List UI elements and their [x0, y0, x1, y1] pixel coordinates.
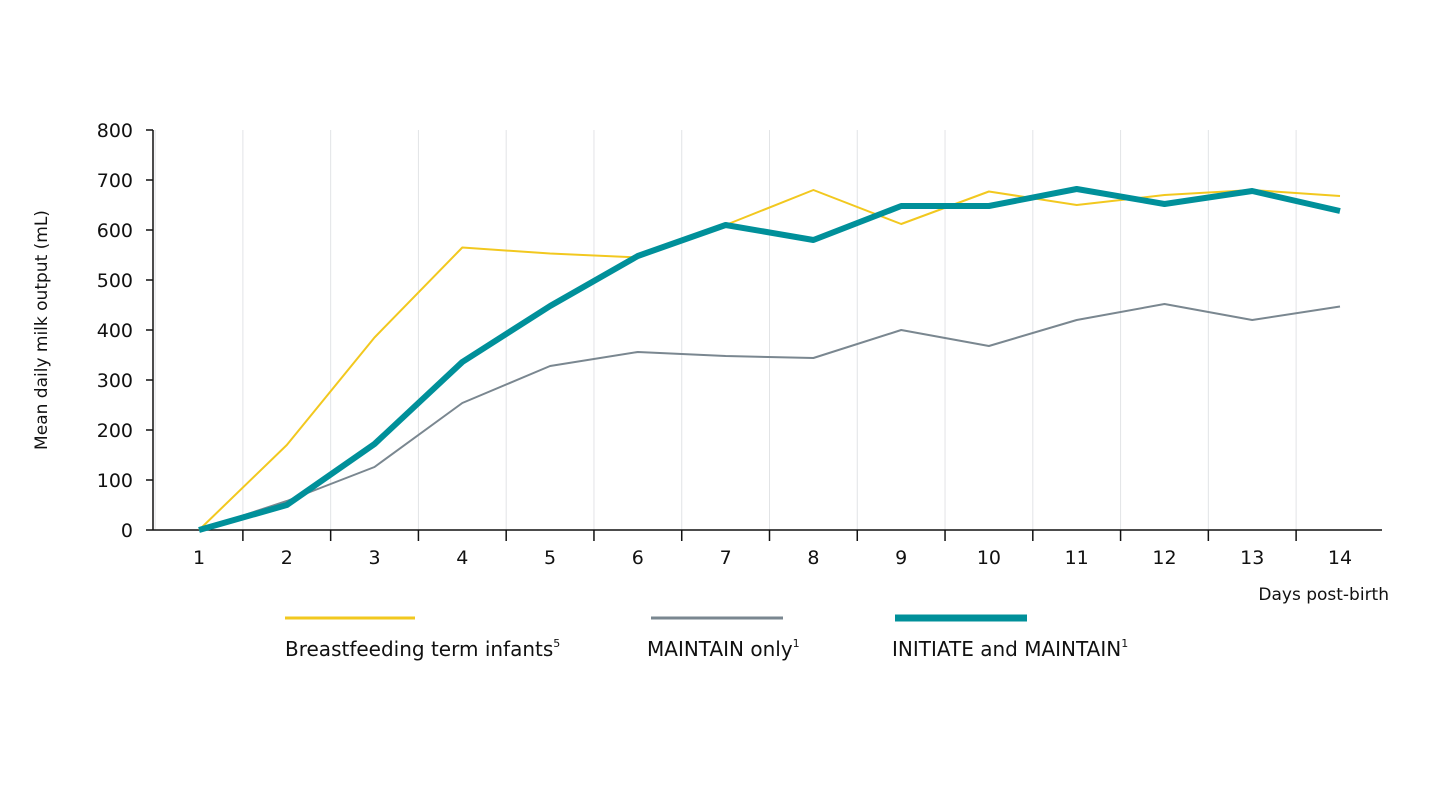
legend-label: INITIATE and MAINTAIN1: [892, 637, 1128, 661]
x-tick-label: 4: [456, 547, 468, 569]
legend-label-text: Breastfeeding term infants: [285, 637, 553, 661]
grid: [154, 130, 1297, 530]
x-tick-label: 1: [193, 547, 205, 569]
legend-label-text: MAINTAIN only: [647, 637, 793, 661]
legend-label-text: INITIATE and MAINTAIN: [892, 637, 1121, 661]
y-tick-label: 500: [97, 270, 133, 292]
x-tick-label: 7: [720, 547, 732, 569]
series-line: [198, 189, 1341, 531]
x-tick-label: 12: [1152, 547, 1176, 569]
legend: Breastfeeding term infants5 MAINTAIN only…: [285, 614, 1128, 661]
series: [198, 186, 1341, 533]
legend-label: Breastfeeding term infants5: [285, 637, 560, 661]
x-tick-label: 10: [977, 547, 1001, 569]
y-axis-title: Mean daily milk output (mL): [32, 210, 52, 450]
legend-label-superscript: 5: [553, 637, 560, 650]
y-tick-label: 600: [97, 220, 133, 242]
y-tick-label: 700: [97, 170, 133, 192]
legend-label: MAINTAIN only1: [647, 637, 800, 661]
y-tick-label: 0: [121, 520, 133, 542]
x-tick-label: 6: [632, 547, 644, 569]
legend-item: INITIATE and MAINTAIN1: [892, 614, 1128, 661]
x-tick-label: 11: [1065, 547, 1089, 569]
y-tick-label: 200: [97, 420, 133, 442]
y-tick-label: 300: [97, 370, 133, 392]
x-tick-label: 8: [807, 547, 819, 569]
legend-label-superscript: 1: [1121, 637, 1128, 650]
x-axis-title: Days post-birth: [1258, 585, 1389, 605]
legend-label-superscript: 1: [793, 637, 800, 650]
legend-item: MAINTAIN only1: [647, 616, 800, 661]
series-line: [198, 303, 1341, 531]
x-tick-label: 9: [895, 547, 907, 569]
y-tick-label: 100: [97, 470, 133, 492]
series-line: [198, 186, 1341, 533]
legend-item: Breastfeeding term infants5: [285, 616, 560, 661]
y-tick-label: 400: [97, 320, 133, 342]
x-tick-label: 2: [281, 547, 293, 569]
y-tick-label: 800: [97, 120, 133, 142]
x-tick-label: 14: [1328, 547, 1352, 569]
x-tick-label: 5: [544, 547, 556, 569]
x-tick-label: 3: [368, 547, 380, 569]
x-tick-label: 13: [1240, 547, 1264, 569]
